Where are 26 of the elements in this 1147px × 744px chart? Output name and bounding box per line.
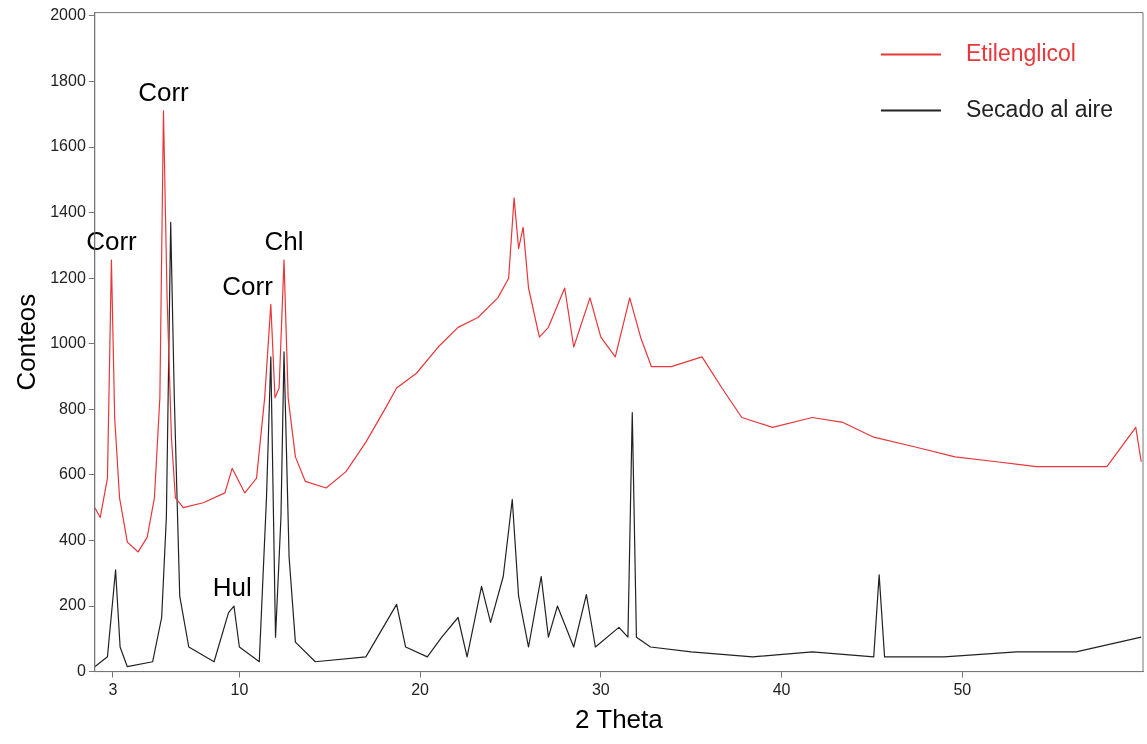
annotation: Corr [222, 270, 274, 301]
annotation: Hul [212, 572, 252, 603]
y-tick-label: 1800 [50, 71, 86, 89]
annotation: Chl [264, 226, 304, 257]
x-tick-label: 30 [591, 680, 610, 698]
legend-label: Secado al aire [965, 95, 1114, 122]
y-tick-label: 1600 [50, 137, 86, 155]
y-tick-label: 400 [59, 530, 86, 548]
y-tick-label: 200 [59, 596, 86, 614]
x-tick-label: 10 [230, 680, 249, 698]
y-axis-title: Conteos [10, 293, 41, 391]
y-tick-label: 600 [59, 465, 86, 483]
x-tick-label: 20 [411, 680, 430, 698]
x-tick-label: 50 [953, 680, 972, 698]
legend-label: Etilenglicol [965, 39, 1076, 66]
y-tick-label: 2000 [50, 6, 86, 24]
x-axis-title: 2 Theta [575, 703, 664, 734]
annotation: Corr [138, 77, 190, 108]
y-tick-label: 800 [59, 399, 86, 417]
annotation: Corr [86, 226, 138, 257]
y-tick-label: 1000 [50, 334, 86, 352]
y-tick-label: 1200 [50, 268, 86, 286]
x-tick-label: 3 [108, 680, 118, 698]
y-tick-label: 1400 [50, 203, 86, 220]
y-tick-label: 0 [76, 662, 86, 680]
x-tick-label: 40 [772, 680, 791, 698]
